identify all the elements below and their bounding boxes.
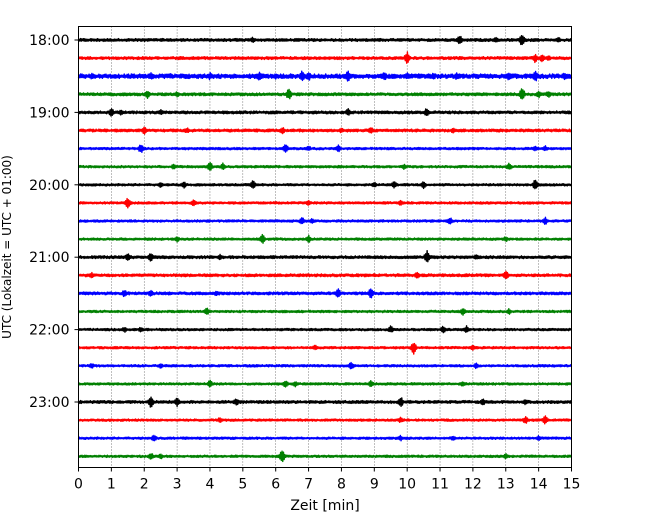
seismogram-traces — [77, 34, 573, 463]
seismogram-trace — [77, 325, 573, 334]
seismogram-trace — [77, 126, 573, 135]
seismogram-trace — [77, 434, 573, 442]
seismogram-trace — [77, 379, 573, 388]
seismogram-trace — [77, 288, 573, 299]
x-tick-label: 7 — [304, 477, 313, 493]
x-tick-label: 8 — [337, 477, 346, 493]
x-tick-label: 14 — [530, 477, 548, 493]
x-axis-ticks: 0 1 2 3 4 5 6 7 8 9 10 11 12 13 14 15 — [74, 467, 581, 493]
seismogram-trace — [77, 250, 573, 263]
x-tick-label: 0 — [74, 477, 83, 493]
y-tick-label: 23:00 — [29, 395, 69, 411]
x-tick-label: 9 — [370, 477, 379, 493]
seismogram-trace — [77, 270, 573, 280]
seismogram-trace — [77, 197, 573, 209]
seismogram-trace — [77, 70, 573, 82]
y-axis-label: UTC (Lokalzeit = UTC + 01:00) — [0, 155, 14, 339]
y-tick-label: 20:00 — [29, 178, 69, 194]
y-tick-label: 19:00 — [29, 105, 69, 121]
x-tick-label: 5 — [238, 477, 247, 493]
x-tick-label: 1 — [107, 477, 116, 493]
seismogram-trace — [77, 307, 573, 316]
seismogram-trace — [77, 450, 573, 463]
x-tick-label: 15 — [563, 477, 581, 493]
seismogram-trace — [77, 51, 573, 64]
seismogram-trace — [77, 342, 573, 355]
x-tick-label: 11 — [431, 477, 449, 493]
x-tick-label: 12 — [464, 477, 482, 493]
seismogram-trace — [77, 179, 573, 190]
x-tick-label: 10 — [398, 477, 416, 493]
seismogram-trace — [77, 107, 573, 117]
y-axis-ticks: 18:00 19:00 20:00 21:00 22:00 23:00 — [29, 33, 79, 411]
seismogram-trace — [77, 396, 573, 408]
x-tick-label: 13 — [497, 477, 515, 493]
seismogram-trace — [77, 415, 573, 425]
seismogram-trace — [77, 88, 573, 100]
y-tick-label: 22:00 — [29, 323, 69, 339]
x-tick-label: 3 — [173, 477, 182, 493]
seismogram-trace — [77, 233, 573, 244]
y-tick-label: 18:00 — [29, 33, 69, 49]
seismogram-trace — [77, 34, 573, 46]
seismogram-trace — [77, 216, 573, 225]
seismogram-trace — [77, 361, 573, 370]
x-tick-label: 2 — [140, 477, 149, 493]
x-tick-label: 6 — [271, 477, 280, 493]
seismogram-trace — [77, 144, 573, 154]
x-tick-label: 4 — [206, 477, 215, 493]
seismogram-trace — [77, 162, 573, 171]
x-axis-label: Zeit [min] — [290, 498, 359, 514]
plot-frame — [78, 26, 572, 468]
y-tick-label: 21:00 — [29, 250, 69, 266]
